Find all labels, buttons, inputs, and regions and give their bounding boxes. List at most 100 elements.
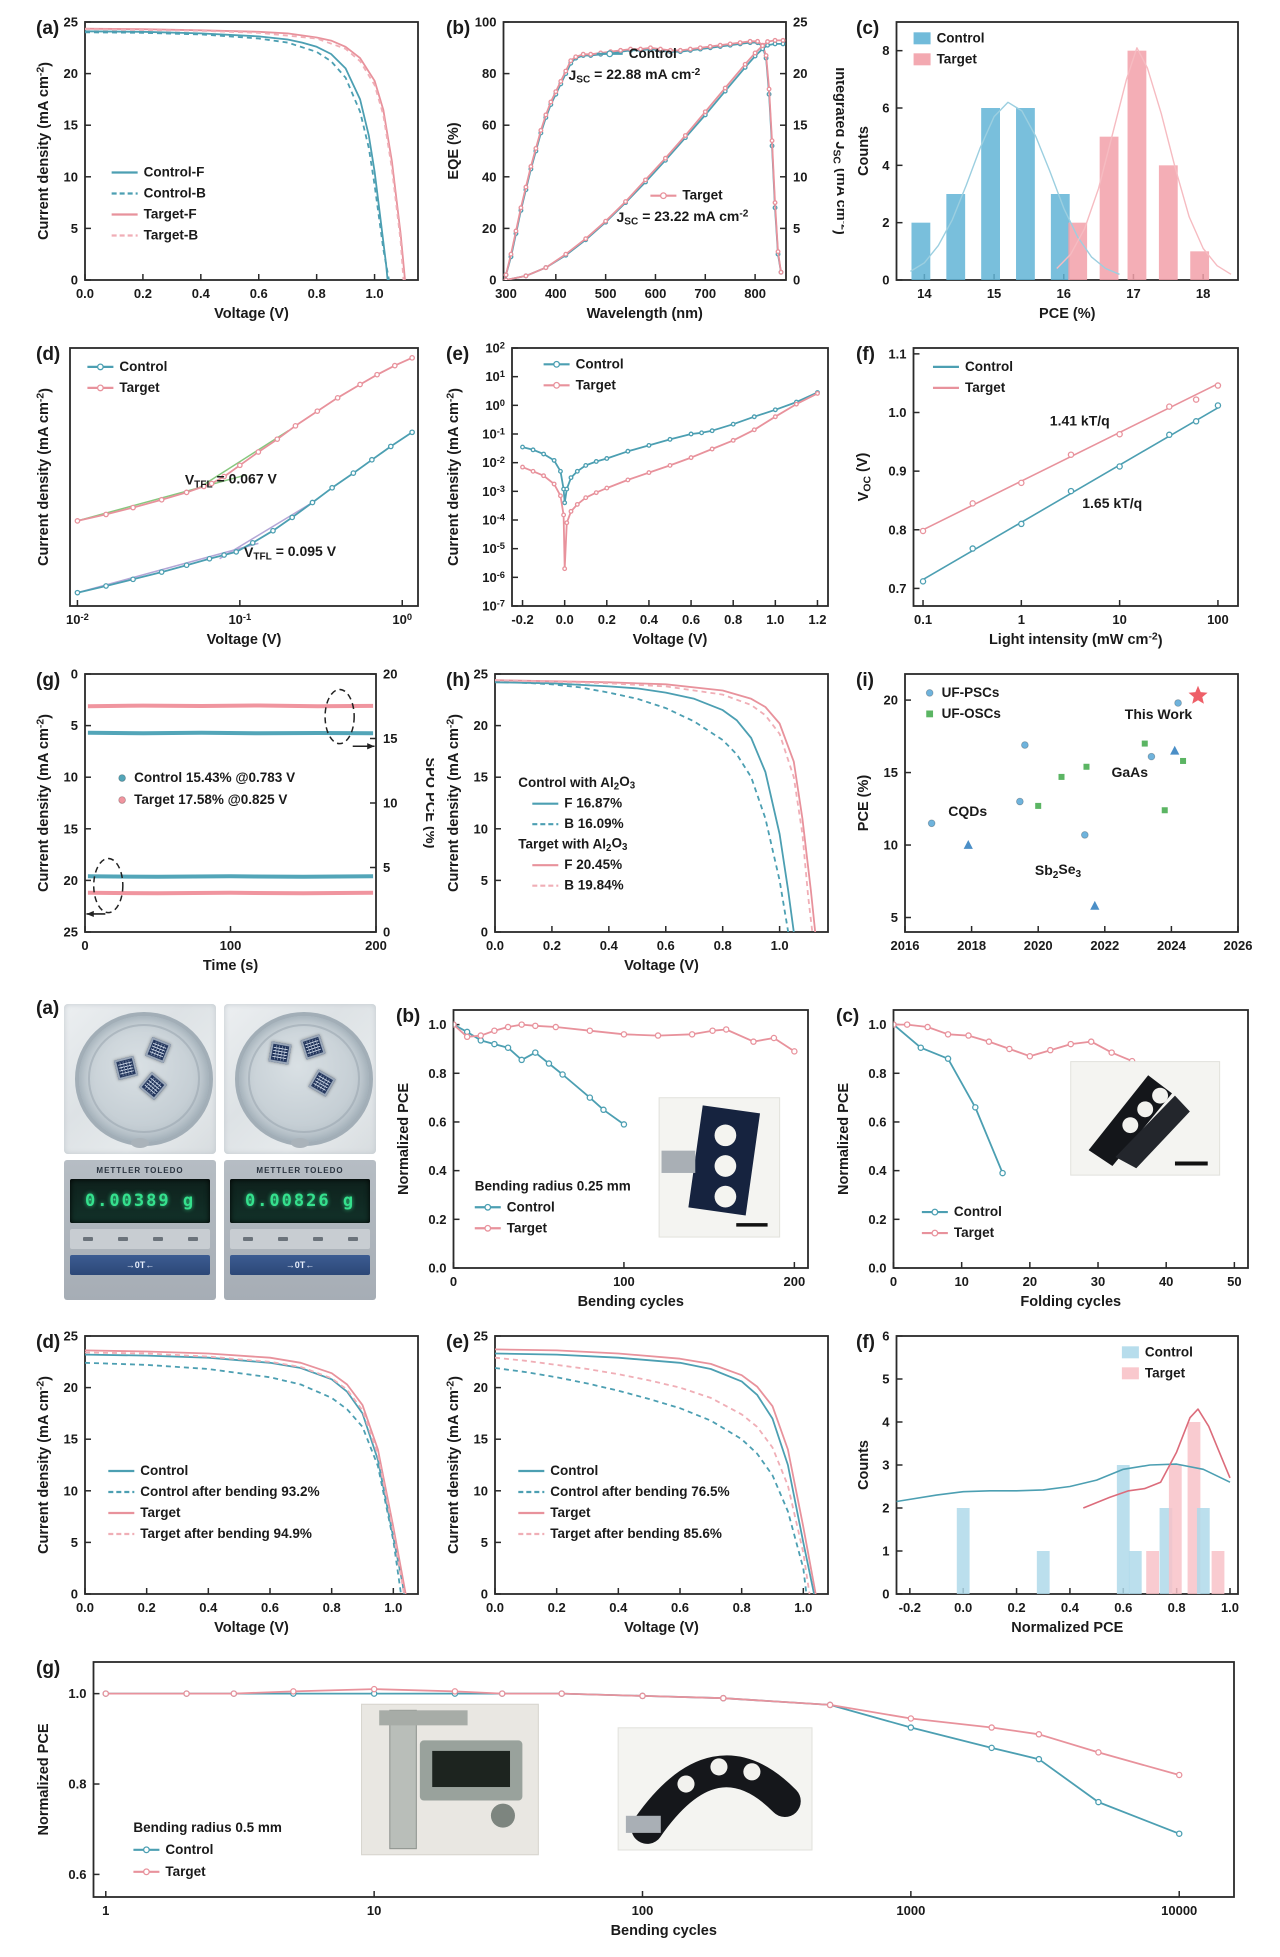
svg-text:Control: Control [119,359,167,374]
svg-text:10-2: 10-2 [66,612,89,627]
svg-text:Voltage (V): Voltage (V) [624,958,699,974]
svg-text:1.2: 1.2 [808,612,826,627]
svg-text:Counts: Counts [856,1440,872,1490]
svg-text:20: 20 [884,693,898,708]
svg-text:15: 15 [884,765,898,780]
svg-text:Voltage (V): Voltage (V) [214,306,289,322]
svg-text:Control: Control [550,1463,598,1478]
svg-text:(h): (h) [446,670,470,691]
svg-text:10: 10 [383,796,397,811]
svg-text:5: 5 [481,1535,488,1550]
svg-text:0.2: 0.2 [548,1600,566,1615]
svg-text:2020: 2020 [1024,938,1053,953]
svg-text:10: 10 [474,1483,488,1498]
svg-text:20: 20 [64,1380,78,1395]
svg-text:1: 1 [102,1903,109,1918]
svg-text:25: 25 [474,667,488,682]
svg-text:This Work: This Work [1125,706,1193,722]
svg-text:17: 17 [1126,286,1140,301]
svg-text:4: 4 [882,158,890,173]
svg-text:(f): (f) [856,344,875,365]
svg-text:10: 10 [954,1274,968,1289]
svg-text:1.0: 1.0 [868,1017,886,1032]
svg-text:Target after bending 85.6%: Target after bending 85.6% [550,1526,722,1541]
svg-text:5: 5 [71,718,78,733]
svg-text:100: 100 [220,938,242,953]
svg-text:-0.2: -0.2 [899,1600,921,1615]
svg-text:1.0: 1.0 [366,286,384,301]
svg-text:(g): (g) [36,670,60,691]
svg-text:10: 10 [1112,612,1126,627]
svg-text:1.0: 1.0 [771,938,789,953]
svg-text:0.9: 0.9 [888,464,906,479]
svg-text:0.2: 0.2 [868,1212,886,1227]
svg-text:0.4: 0.4 [428,1163,447,1178]
svg-text:10: 10 [884,838,898,853]
svg-text:10-6: 10-6 [482,570,505,585]
panel-g-spo: (g) 0 100 200 0 5 10 15 20 25 0 5 10 15 20 Time (s) Curr… [34,660,438,978]
svg-text:5: 5 [71,221,78,236]
svg-text:5: 5 [481,873,488,888]
svg-text:10: 10 [367,1903,381,1918]
svg-text:Voltage (V): Voltage (V) [214,1620,289,1636]
svg-text:15: 15 [64,821,78,836]
svg-text:Current density (mA cm-2): Current density (mA cm-2) [36,1376,54,1554]
svg-text:1.0: 1.0 [766,612,784,627]
panel-h-jv-al2o3: (h) 0.0 0.2 0.4 0.6 0.8 1.0 0 5 10 15 20 25 Voltage (… [444,660,844,978]
panel-d-jv-after-bending: (d) 0.0 0.2 0.4 0.6 0.8 1.0 0 5 10 15 20 25 Voltage (… [34,1322,434,1640]
svg-text:0.8: 0.8 [868,1066,886,1081]
svg-text:Current density (mA cm-2): Current density (mA cm-2) [446,714,464,892]
svg-text:2024: 2024 [1157,938,1187,953]
svg-text:0.4: 0.4 [868,1163,887,1178]
svg-text:0.6: 0.6 [261,1600,279,1615]
svg-text:10: 10 [64,770,78,785]
svg-text:10-4: 10-4 [482,513,506,528]
svg-text:1.0: 1.0 [888,405,906,420]
svg-text:Normalized PCE: Normalized PCE [836,1083,852,1195]
svg-text:Target: Target [937,51,978,66]
svg-text:0: 0 [481,925,488,940]
svg-text:1.0: 1.0 [794,1600,812,1615]
svg-text:B 16.09%: B 16.09% [564,816,623,831]
svg-text:0.0: 0.0 [954,1600,972,1615]
svg-text:600: 600 [645,286,667,301]
balance-brand: METTLER TOLEDO [256,1166,344,1175]
svg-text:0.0: 0.0 [486,1600,504,1615]
svg-text:Control: Control [576,356,624,371]
svg-text:20: 20 [793,66,807,81]
svg-text:2016: 2016 [891,938,920,953]
svg-text:300: 300 [495,286,517,301]
svg-text:Folding cycles: Folding cycles [1020,1294,1121,1310]
svg-text:0: 0 [450,1274,457,1289]
svg-text:Control: Control [629,46,677,61]
svg-text:(i): (i) [856,670,874,691]
svg-text:6: 6 [882,1329,889,1344]
svg-text:Current density (mA cm-2): Current density (mA cm-2) [446,388,464,566]
svg-text:1000: 1000 [896,1903,925,1918]
svg-text:VOC (V): VOC (V) [855,452,874,501]
svg-text:0: 0 [489,273,496,288]
svg-text:Target: Target [550,1505,591,1520]
svg-text:5: 5 [71,1535,78,1550]
svg-text:Target-B: Target-B [144,227,199,242]
svg-text:6: 6 [882,101,889,116]
svg-text:(g): (g) [36,1658,60,1679]
photo-card-control: METTLER TOLEDO 0.00389 g →0T← [64,1004,216,1300]
svg-text:0.2: 0.2 [138,1600,156,1615]
svg-text:Control: Control [140,1463,188,1478]
svg-text:15: 15 [474,770,488,785]
svg-text:1: 1 [882,1544,889,1559]
svg-text:0: 0 [81,938,88,953]
svg-text:10-1: 10-1 [482,427,505,442]
svg-text:0: 0 [481,1587,488,1602]
svg-text:2018: 2018 [957,938,986,953]
svg-text:Time (s): Time (s) [203,958,259,974]
svg-text:10: 10 [64,1483,78,1498]
svg-text:15: 15 [383,731,397,746]
svg-text:0.2: 0.2 [598,612,616,627]
svg-text:Target: Target [1145,1365,1186,1380]
svg-text:Control 15.43% @0.783 V: Control 15.43% @0.783 V [134,770,295,785]
svg-text:Target: Target [119,380,160,395]
svg-text:102: 102 [485,341,505,356]
svg-text:15: 15 [64,118,78,133]
